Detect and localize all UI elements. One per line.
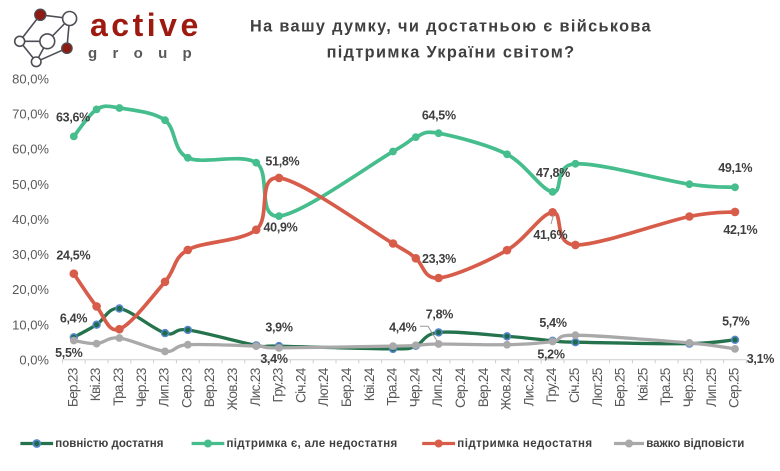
svg-text:group: group [88, 45, 207, 62]
svg-text:4,4%: 4,4% [389, 321, 416, 335]
svg-text:6,4%: 6,4% [60, 311, 87, 325]
svg-text:Лют.24: Лют.24 [316, 367, 331, 406]
svg-text:Бер.23: Бер.23 [65, 368, 80, 407]
svg-text:Чер.23: Чер.23 [134, 368, 149, 407]
svg-text:active: active [90, 7, 202, 43]
svg-text:підтримка є, але недостатня: підтримка є, але недостатня [227, 438, 398, 450]
svg-text:На вашу думку, чи достатньою є: На вашу думку, чи достатньою є військова [250, 17, 652, 35]
svg-text:Бер.25: Бер.25 [613, 368, 628, 407]
svg-text:Кві.23: Кві.23 [88, 368, 103, 401]
svg-text:Гру.24: Гру.24 [544, 367, 559, 402]
svg-text:Лис.24: Лис.24 [521, 367, 536, 406]
svg-text:підтримка недостатня: підтримка недостатня [457, 438, 592, 450]
svg-text:0,0%: 0,0% [19, 352, 49, 367]
svg-text:Жов.23: Жов.23 [225, 368, 240, 410]
svg-text:Сер.25: Сер.25 [727, 368, 742, 408]
svg-text:Жов.24: Жов.24 [499, 367, 514, 410]
svg-text:Кві.25: Кві.25 [635, 368, 650, 401]
svg-text:повністю достатня: повністю достатня [55, 438, 163, 450]
svg-text:підтримка України світом?: підтримка України світом? [327, 43, 576, 61]
svg-text:80,0%: 80,0% [12, 71, 49, 86]
svg-text:Січ.25: Січ.25 [567, 368, 582, 403]
svg-text:24,5%: 24,5% [56, 249, 90, 263]
svg-text:50,0%: 50,0% [12, 177, 49, 192]
svg-text:Лип.25: Лип.25 [704, 368, 719, 407]
svg-text:60,0%: 60,0% [12, 142, 49, 157]
svg-text:10,0%: 10,0% [12, 317, 49, 332]
svg-text:5,5%: 5,5% [55, 346, 82, 360]
svg-text:Гру.23: Гру.23 [271, 368, 286, 402]
svg-text:30,0%: 30,0% [12, 247, 49, 262]
svg-text:Тра.24: Тра.24 [385, 367, 400, 405]
svg-text:5,4%: 5,4% [539, 316, 566, 330]
svg-text:Кві.24: Кві.24 [362, 367, 377, 401]
svg-text:Тра.25: Тра.25 [658, 368, 673, 405]
svg-text:40,0%: 40,0% [12, 212, 49, 227]
svg-text:Тра.23: Тра.23 [111, 368, 126, 405]
svg-text:23,3%: 23,3% [422, 252, 456, 266]
svg-text:3,9%: 3,9% [265, 320, 292, 334]
svg-text:51,8%: 51,8% [265, 155, 299, 169]
svg-text:Сер.23: Сер.23 [179, 368, 194, 408]
svg-text:64,5%: 64,5% [422, 109, 456, 123]
svg-text:важко відповісти: важко відповісти [646, 438, 744, 450]
svg-text:Вер.24: Вер.24 [476, 367, 491, 407]
svg-text:3,1%: 3,1% [747, 352, 774, 366]
svg-text:5,7%: 5,7% [722, 315, 749, 329]
svg-text:Лис.23: Лис.23 [248, 368, 263, 406]
svg-text:Січ.24: Січ.24 [293, 367, 308, 403]
svg-text:20,0%: 20,0% [12, 282, 49, 297]
svg-text:Лип.23: Лип.23 [157, 368, 172, 407]
svg-text:41,6%: 41,6% [533, 228, 567, 242]
svg-text:Лют.25: Лют.25 [590, 368, 605, 406]
svg-text:70,0%: 70,0% [12, 107, 49, 122]
svg-text:47,8%: 47,8% [536, 166, 570, 180]
svg-text:Чер.24: Чер.24 [407, 367, 422, 407]
svg-text:40,9%: 40,9% [264, 221, 298, 235]
svg-text:Вер.23: Вер.23 [202, 368, 217, 407]
svg-text:49,1%: 49,1% [718, 161, 752, 175]
svg-text:3,4%: 3,4% [260, 352, 287, 366]
svg-text:63,6%: 63,6% [56, 111, 90, 125]
svg-text:5,2%: 5,2% [537, 348, 564, 362]
svg-text:7,8%: 7,8% [426, 307, 453, 321]
svg-text:Сер.24: Сер.24 [453, 367, 468, 408]
svg-text:Лип.24: Лип.24 [430, 367, 445, 407]
svg-text:42,1%: 42,1% [723, 223, 757, 237]
svg-text:Бер.24: Бер.24 [339, 367, 354, 407]
svg-text:Чер.25: Чер.25 [681, 368, 696, 407]
